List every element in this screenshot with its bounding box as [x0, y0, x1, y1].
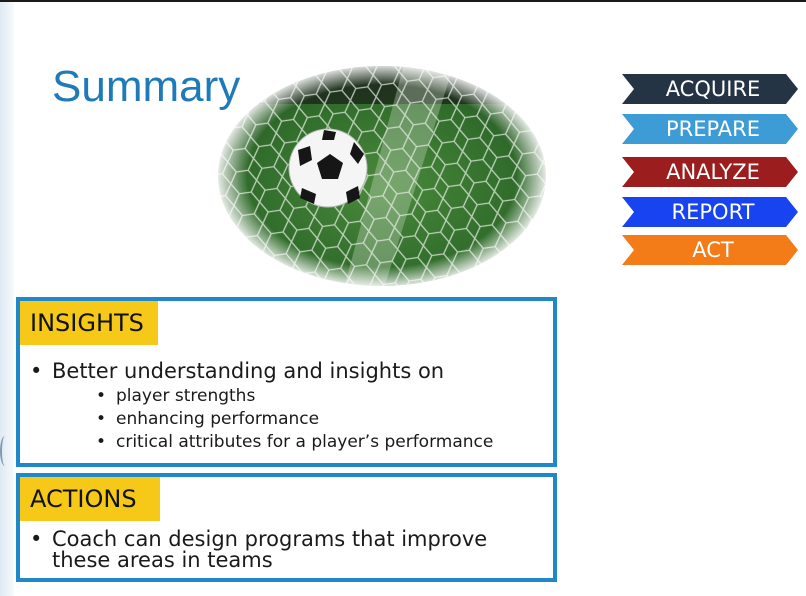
- actions-box: ACTIONS Coach can design programs that i…: [16, 473, 557, 582]
- insights-heading: INSIGHTS: [20, 301, 158, 345]
- insights-sub-item: player strengths: [52, 385, 493, 408]
- insights-list: Better understanding and insights on pla…: [28, 359, 493, 454]
- insights-sub-list: player strengths enhancing performance c…: [52, 385, 493, 454]
- soccer-ball-image: [214, 64, 550, 288]
- stage-report: REPORT: [622, 197, 798, 227]
- insights-box: INSIGHTS Better understanding and insigh…: [16, 297, 557, 467]
- top-border: [0, 0, 806, 2]
- actions-list: Coach can design programs that improve t…: [28, 529, 532, 571]
- left-edge-mark: [0, 436, 10, 466]
- left-margin-strip: [0, 2, 14, 596]
- actions-bullet: Coach can design programs that improve t…: [28, 529, 532, 571]
- insights-sub-item: enhancing performance: [52, 408, 493, 431]
- insights-bullet: Better understanding and insights on pla…: [28, 359, 493, 454]
- stage-prepare: PREPARE: [622, 114, 798, 144]
- stage-act: ACT: [622, 235, 798, 265]
- slide-title: Summary: [52, 62, 241, 111]
- stage-analyze: ANALYZE: [622, 157, 798, 187]
- stage-acquire: ACQUIRE: [622, 74, 798, 104]
- insights-sub-item: critical attributes for a player’s perfo…: [52, 431, 493, 454]
- actions-heading: ACTIONS: [20, 477, 160, 521]
- insights-bullet-text: Better understanding and insights on: [52, 359, 445, 383]
